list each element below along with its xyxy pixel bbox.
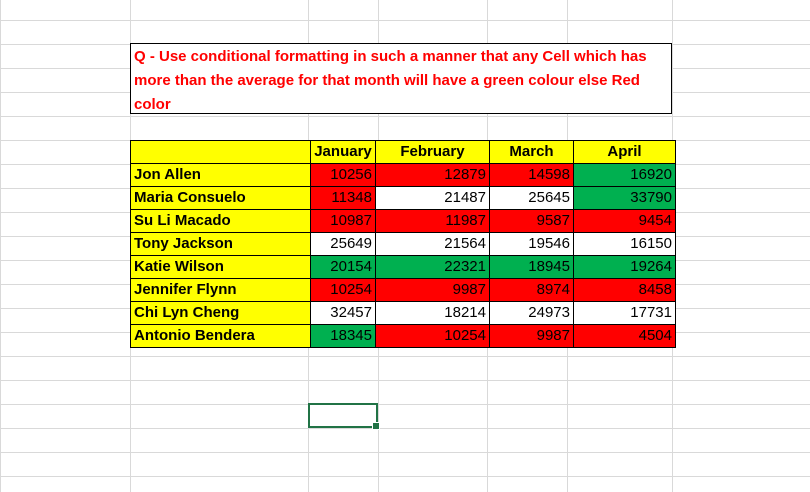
- value-cell[interactable]: 14598: [489, 163, 574, 187]
- value-cell[interactable]: 19264: [573, 255, 676, 279]
- grid-row-line: [0, 20, 810, 21]
- value-cell[interactable]: 10987: [310, 209, 376, 233]
- value-cell[interactable]: 8458: [573, 278, 676, 302]
- row-name-cell[interactable]: Jennifer Flynn: [130, 278, 311, 302]
- grid-row-line: [0, 428, 810, 429]
- header-cell-april[interactable]: April: [573, 140, 676, 164]
- value-cell[interactable]: 18345: [310, 324, 376, 348]
- value-cell[interactable]: 21487: [375, 186, 490, 210]
- active-cell-selection[interactable]: [308, 403, 380, 430]
- value-cell[interactable]: 22321: [375, 255, 490, 279]
- header-cell-january[interactable]: January: [310, 140, 376, 164]
- row-name-cell[interactable]: Katie Wilson: [130, 255, 311, 279]
- table-row: Katie Wilson 20154 22321 18945 19264: [130, 255, 676, 279]
- value-cell[interactable]: 33790: [573, 186, 676, 210]
- value-cell[interactable]: 16920: [573, 163, 676, 187]
- row-name-cell[interactable]: Chi Lyn Cheng: [130, 301, 311, 325]
- value-cell[interactable]: 24973: [489, 301, 574, 325]
- value-cell[interactable]: 21564: [375, 232, 490, 256]
- value-cell[interactable]: 25649: [310, 232, 376, 256]
- table-row: Chi Lyn Cheng 32457 18214 24973 17731: [130, 301, 676, 325]
- question-text: Q - Use conditional formatting in such a…: [134, 48, 647, 113]
- data-table: January February March April Jon Allen 10…: [130, 140, 676, 348]
- value-cell[interactable]: 10256: [310, 163, 376, 187]
- row-name-cell[interactable]: Su Li Macado: [130, 209, 311, 233]
- table-row: Su Li Macado 10987 11987 9587 9454: [130, 209, 676, 233]
- row-name-cell[interactable]: Maria Consuelo: [130, 186, 311, 210]
- value-cell[interactable]: 10254: [310, 278, 376, 302]
- value-cell[interactable]: 19546: [489, 232, 574, 256]
- table-row: Jon Allen 10256 12879 14598 16920: [130, 163, 676, 187]
- value-cell[interactable]: 4504: [573, 324, 676, 348]
- grid-row-line: [0, 356, 810, 357]
- grid-row-line: [0, 452, 810, 453]
- header-cell-march[interactable]: March: [489, 140, 574, 164]
- table-row: Maria Consuelo 11348 21487 25645 33790: [130, 186, 676, 210]
- grid-column-line: [0, 0, 1, 492]
- value-cell[interactable]: 20154: [310, 255, 376, 279]
- row-name-cell[interactable]: Antonio Bendera: [130, 324, 311, 348]
- header-cell-blank[interactable]: [130, 140, 311, 164]
- question-box[interactable]: Q - Use conditional formatting in such a…: [130, 43, 672, 114]
- table-row: Antonio Bendera 18345 10254 9987 4504: [130, 324, 676, 348]
- table-row: Tony Jackson 25649 21564 19546 16150: [130, 232, 676, 256]
- value-cell[interactable]: 9454: [573, 209, 676, 233]
- value-cell[interactable]: 18945: [489, 255, 574, 279]
- grid-row-line: [0, 116, 810, 117]
- table-body: Jon Allen 10256 12879 14598 16920 Maria Consu…: [130, 163, 676, 348]
- value-cell[interactable]: 11348: [310, 186, 376, 210]
- value-cell[interactable]: 16150: [573, 232, 676, 256]
- fill-handle[interactable]: [372, 422, 380, 430]
- row-name-cell[interactable]: Jon Allen: [130, 163, 311, 187]
- value-cell[interactable]: 11987: [375, 209, 490, 233]
- value-cell[interactable]: 25645: [489, 186, 574, 210]
- value-cell[interactable]: 17731: [573, 301, 676, 325]
- table-row: Jennifer Flynn 10254 9987 8974 8458: [130, 278, 676, 302]
- header-row: January February March April: [130, 140, 676, 164]
- grid-row-line: [0, 404, 810, 405]
- grid-row-line: [0, 476, 810, 477]
- value-cell[interactable]: 12879: [375, 163, 490, 187]
- value-cell[interactable]: 8974: [489, 278, 574, 302]
- grid-row-line: [0, 380, 810, 381]
- value-cell[interactable]: 9987: [489, 324, 574, 348]
- value-cell[interactable]: 32457: [310, 301, 376, 325]
- value-cell[interactable]: 9587: [489, 209, 574, 233]
- value-cell[interactable]: 9987: [375, 278, 490, 302]
- value-cell[interactable]: 18214: [375, 301, 490, 325]
- header-cell-february[interactable]: February: [375, 140, 490, 164]
- row-name-cell[interactable]: Tony Jackson: [130, 232, 311, 256]
- value-cell[interactable]: 10254: [375, 324, 490, 348]
